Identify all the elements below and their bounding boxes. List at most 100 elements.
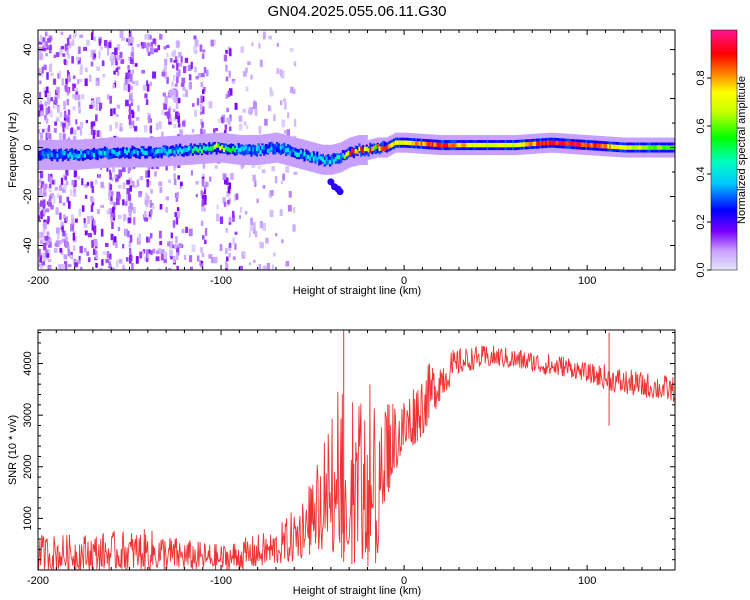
noise-streak-cell: [127, 65, 130, 70]
noise-cell: [261, 268, 265, 270]
noise-cell: [235, 193, 239, 200]
ridge-core: [490, 142, 493, 148]
noise-streak-cell: [176, 62, 179, 71]
noise-cell: [38, 231, 41, 240]
noise-streak-cell: [201, 195, 205, 200]
noise-streak-cell: [65, 180, 69, 185]
noise-streak-cell: [47, 106, 51, 114]
noise-cell: [181, 81, 184, 88]
ridge-core: [418, 141, 421, 146]
noise-cell: [57, 105, 60, 113]
noise-streak-cell: [128, 117, 132, 125]
noise-cell: [97, 209, 100, 215]
noise-streak-cell: [92, 52, 95, 60]
ridge-core: [343, 154, 346, 160]
ridge-core: [308, 156, 312, 161]
noise-streak-cell: [200, 263, 204, 268]
noise-streak-cell: [110, 212, 113, 218]
noise-cell: [129, 203, 133, 211]
noise-cell: [128, 76, 131, 81]
ridge-core: [378, 146, 381, 151]
ridge-core: [541, 141, 544, 146]
noise-streak-cell: [45, 132, 49, 141]
ridge-core: [493, 142, 496, 148]
noise-streak-cell: [113, 70, 116, 75]
noise-cell: [153, 48, 158, 53]
ridge-core: [222, 147, 226, 153]
noise-cell: [129, 56, 134, 64]
noise-cell: [238, 215, 242, 219]
ridge-core: [437, 142, 440, 148]
snr-y-label: SNR (10 * v/v): [7, 415, 19, 485]
ridge-core: [585, 142, 588, 148]
ridge-core: [100, 151, 103, 156]
ridge-core: [513, 142, 517, 148]
noise-cell: [248, 262, 252, 266]
noise-cell: [39, 265, 44, 269]
noise-cell: [199, 44, 203, 52]
noise-cell: [106, 94, 110, 100]
noise-streak-cell: [176, 191, 180, 198]
noise-streak-cell: [201, 252, 205, 258]
ridge-band: [89, 150, 92, 161]
noise-cell: [81, 205, 85, 212]
noise-cell: [252, 174, 256, 182]
ridge-band: [235, 145, 238, 156]
noise-cell: [54, 96, 58, 104]
noise-streak-cell: [204, 200, 207, 205]
noise-cell: [234, 194, 237, 202]
noise-streak-cell: [49, 265, 52, 270]
noise-cell: [50, 204, 54, 210]
noise-cell: [62, 133, 66, 141]
ridge-core: [248, 146, 251, 152]
noise-cell: [195, 193, 198, 198]
noise-streak-cell: [147, 237, 151, 243]
x-tick-label: -200: [27, 275, 49, 287]
noise-streak-cell: [201, 106, 205, 115]
ridge-core: [131, 150, 134, 155]
noise-cell: [38, 248, 41, 257]
noise-streak-cell: [173, 178, 177, 186]
noise-cell: [199, 111, 203, 115]
noise-cell: [91, 223, 94, 231]
ridge-band: [250, 146, 253, 157]
ridge-core: [460, 142, 464, 148]
noise-cell: [187, 64, 192, 71]
noise-cell: [232, 237, 236, 245]
ridge-core: [70, 154, 74, 160]
noise-cell: [38, 263, 42, 268]
ridge-core: [200, 149, 204, 154]
noise-cell: [183, 254, 187, 260]
noise-cell: [171, 52, 174, 57]
noise-streak-cell: [226, 117, 229, 123]
ridge-core: [310, 152, 313, 157]
noise-cell: [117, 174, 121, 179]
ridge-core: [246, 149, 249, 154]
noise-cell: [168, 249, 173, 258]
ridge-core: [354, 148, 357, 154]
noise-cell: [287, 204, 292, 212]
noise-cell: [135, 80, 139, 86]
ridge-core: [204, 146, 207, 152]
ridge-core: [202, 145, 205, 150]
noise-cell: [229, 88, 233, 96]
noise-cell: [56, 193, 60, 199]
ridge-core: [372, 145, 376, 151]
noise-cell: [192, 103, 195, 107]
noise-cell: [158, 268, 161, 270]
noise-streak-cell: [44, 223, 47, 230]
ridge-core: [429, 142, 432, 147]
noise-cell: [122, 213, 127, 222]
ridge-core: [631, 145, 634, 150]
ridge-core: [217, 143, 220, 148]
noise-cell: [138, 233, 142, 242]
noise-cell: [63, 260, 68, 269]
noise-cell: [86, 39, 90, 46]
noise-cell: [238, 115, 243, 122]
noise-cell: [163, 63, 167, 71]
ridge-core: [603, 144, 606, 149]
noise-cell: [168, 89, 173, 97]
noise-cell: [175, 111, 179, 120]
ridge-core: [427, 142, 431, 147]
